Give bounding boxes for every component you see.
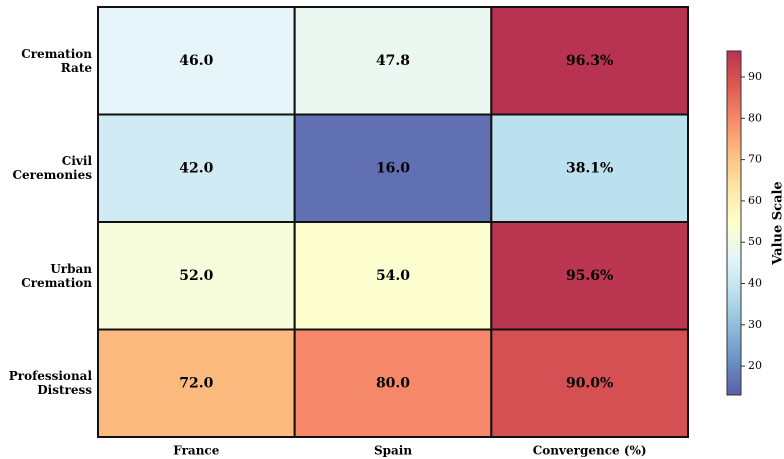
cell-label: 54.0 <box>376 268 410 284</box>
colorbar-tick-label: 90 <box>748 70 762 83</box>
colorbar <box>726 50 742 396</box>
colorbar-tick-label: 40 <box>748 276 762 289</box>
cell-label: 46.0 <box>179 53 213 69</box>
heat-cell <box>490 328 690 438</box>
cell-label: 80.0 <box>376 375 410 391</box>
x-tick-label: France <box>173 444 219 458</box>
colorbar-tick-label: 50 <box>748 235 762 248</box>
cell-label: 96.3% <box>566 53 613 69</box>
cell-label: 38.1% <box>566 160 613 176</box>
heat-cell <box>97 113 296 223</box>
heat-cell <box>490 113 690 223</box>
y-tick-label: Professional Distress <box>8 369 92 398</box>
x-tick-label: Spain <box>374 444 412 458</box>
x-tick-label: Convergence (%) <box>533 444 647 458</box>
colorbar-tick-label: 20 <box>748 359 762 372</box>
heat-cell <box>97 6 296 116</box>
heat-cell <box>97 328 296 438</box>
colorbar-tick-label: 30 <box>748 318 762 331</box>
y-tick-label: Civil Ceremonies <box>12 154 92 183</box>
cell-label: 90.0% <box>566 375 613 391</box>
cell-label: 42.0 <box>179 160 213 176</box>
colorbar-tick-label: 60 <box>748 194 762 207</box>
cell-label: 47.8 <box>376 53 410 69</box>
heat-cell <box>293 221 493 331</box>
cell-label: 16.0 <box>376 160 410 176</box>
cell-label: 95.6% <box>566 268 613 284</box>
y-tick-label: Urban Cremation <box>21 261 92 290</box>
colorbar-tick-label: 70 <box>748 153 762 166</box>
colorbar-label: Value Scale <box>771 181 784 265</box>
colorbar-tick-label: 80 <box>748 111 762 124</box>
cell-label: 52.0 <box>179 268 213 284</box>
cell-label: 72.0 <box>179 375 213 391</box>
y-tick-label: Cremation Rate <box>21 46 92 75</box>
heat-cell <box>490 6 690 116</box>
heat-cell <box>293 6 493 116</box>
